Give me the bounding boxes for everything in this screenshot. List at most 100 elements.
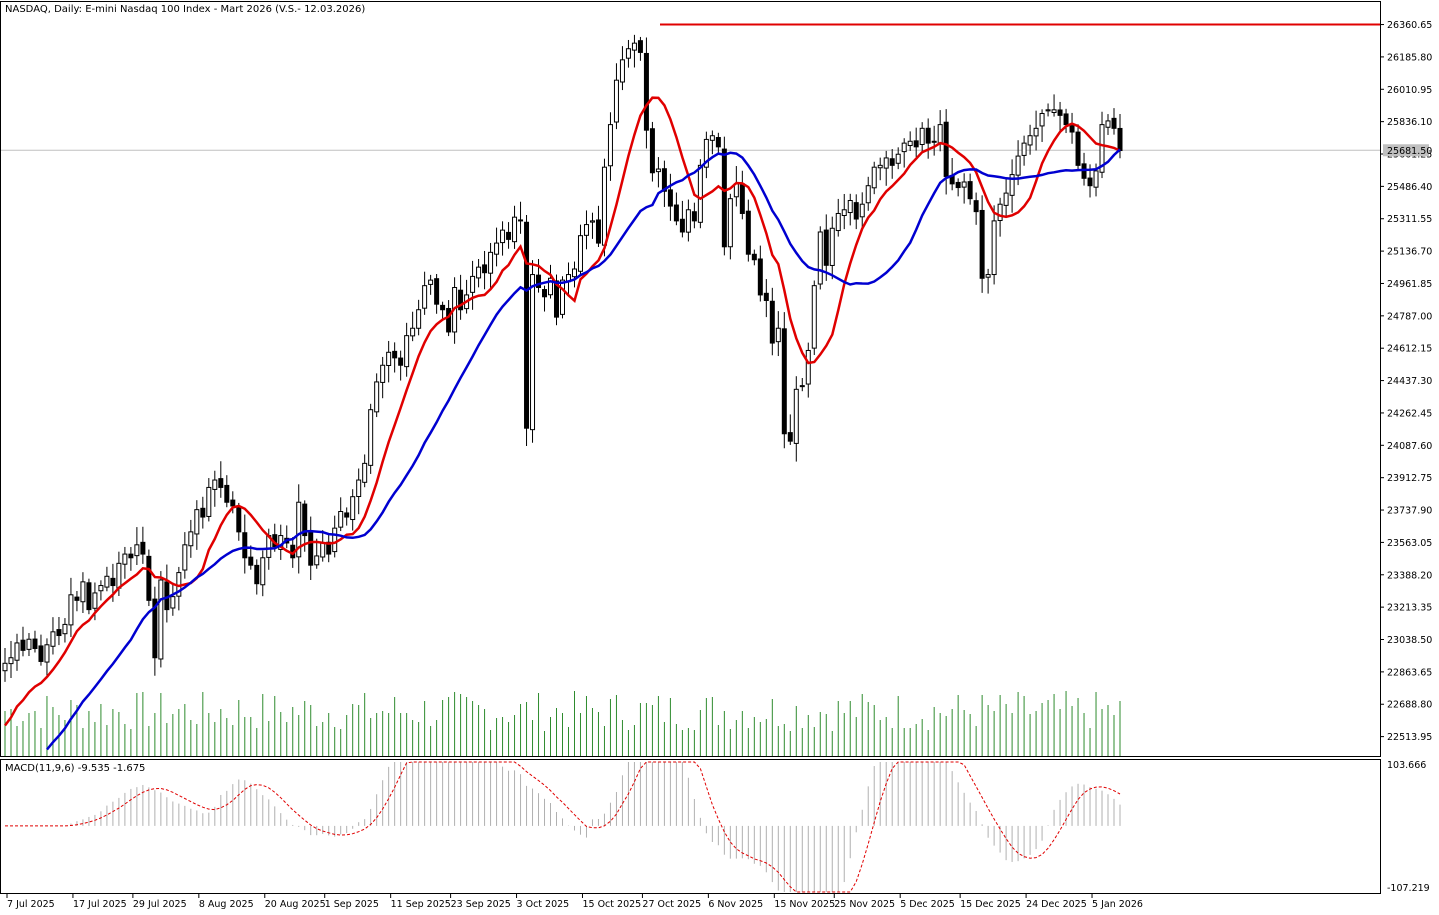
candle (961, 173, 967, 204)
candle (685, 199, 691, 242)
candle (332, 515, 338, 558)
date-tick-label: 15 Nov 2025 (774, 899, 835, 910)
candle (781, 312, 787, 449)
candle (512, 205, 518, 249)
candle (44, 638, 50, 676)
candle (224, 475, 230, 508)
candle (871, 161, 877, 195)
candle (356, 468, 362, 515)
price-tick-label: 25311.55 (1387, 214, 1432, 225)
candle (1033, 110, 1039, 151)
ma-slow-line (46, 148, 1121, 751)
candle (188, 519, 194, 558)
macd-signal-path (5, 761, 1121, 893)
candle (68, 577, 74, 638)
date-tick-label: 27 Oct 2025 (642, 899, 701, 910)
candle (745, 199, 751, 262)
candle (338, 497, 344, 532)
price-tick-label: 25136.70 (1387, 247, 1432, 258)
price-tick-label: 25836.10 (1387, 117, 1432, 128)
candle (1021, 135, 1027, 166)
candle (482, 250, 488, 290)
date-tick-label: 8 Aug 2025 (199, 899, 254, 910)
candle (32, 630, 38, 653)
candle (835, 198, 841, 237)
candle (931, 125, 937, 156)
candle (967, 173, 973, 205)
candle (14, 633, 20, 671)
candle (775, 311, 781, 357)
candle (697, 159, 703, 229)
candle (350, 489, 356, 531)
volume-bars (4, 691, 1121, 756)
candle (494, 227, 500, 267)
candle (1003, 178, 1009, 218)
candle (428, 274, 434, 295)
macd-label: MACD(11,9,6) -9.535 -1.675 (5, 763, 145, 774)
candle (763, 279, 769, 318)
date-tick-label: 23 Sep 2025 (451, 899, 511, 910)
candle (673, 192, 679, 226)
candle (667, 173, 673, 221)
candle (769, 287, 775, 356)
macd-axis-top: 103.666 (1387, 760, 1426, 771)
date-tick-label: 5 Jan 2026 (1092, 899, 1143, 910)
candle (152, 586, 158, 676)
price-tick-label: 24262.45 (1387, 408, 1432, 419)
candle (619, 46, 625, 91)
candle (805, 342, 811, 398)
candle (404, 322, 410, 377)
candle (410, 311, 416, 342)
candle (518, 201, 524, 234)
candle (314, 538, 320, 569)
price-tick-label: 22688.80 (1387, 700, 1432, 711)
price-tick-label: 26360.65 (1387, 20, 1432, 31)
candle (1051, 94, 1057, 117)
candle (589, 212, 595, 239)
candle (649, 121, 655, 182)
macd-axis-bottom: -107.219 (1387, 883, 1430, 894)
candle (955, 178, 961, 197)
candle (56, 616, 62, 646)
candle (883, 150, 889, 186)
price-tick-label: 23388.20 (1387, 570, 1432, 581)
candle (877, 157, 883, 181)
price-tick-label: 24612.15 (1387, 344, 1432, 355)
candle (1069, 112, 1075, 144)
candle (1075, 124, 1081, 170)
macd-panel-frame (0, 759, 1381, 894)
candle (326, 533, 332, 563)
candle (542, 285, 548, 312)
candle (847, 193, 853, 226)
candle (943, 109, 949, 195)
candle (182, 532, 188, 579)
candle (721, 136, 727, 256)
date-tick-label: 20 Aug 2025 (265, 899, 326, 910)
candle (901, 138, 907, 168)
candle (919, 122, 925, 151)
candle (128, 547, 134, 571)
candle (524, 215, 530, 446)
candle (925, 118, 931, 159)
candle (973, 192, 979, 225)
candle (122, 546, 128, 579)
candle (643, 37, 649, 149)
candle (2, 648, 8, 682)
candle (242, 514, 248, 574)
candle (374, 373, 380, 418)
price-tick-label: 22513.95 (1387, 732, 1432, 743)
main-panel-frame (0, 1, 1381, 757)
date-tick-label: 17 Jul 2025 (73, 899, 127, 910)
price-tick-label: 23038.50 (1387, 635, 1432, 646)
price-tick-label: 26010.95 (1387, 85, 1432, 96)
price-tick-label: 23213.35 (1387, 603, 1432, 614)
candle (757, 245, 763, 302)
current-price-tag (1383, 144, 1429, 157)
candle (170, 582, 176, 616)
price-tick-label: 23912.75 (1387, 473, 1432, 484)
candle (577, 224, 583, 276)
candle (985, 268, 991, 294)
candle (26, 633, 32, 657)
candle (140, 526, 146, 564)
